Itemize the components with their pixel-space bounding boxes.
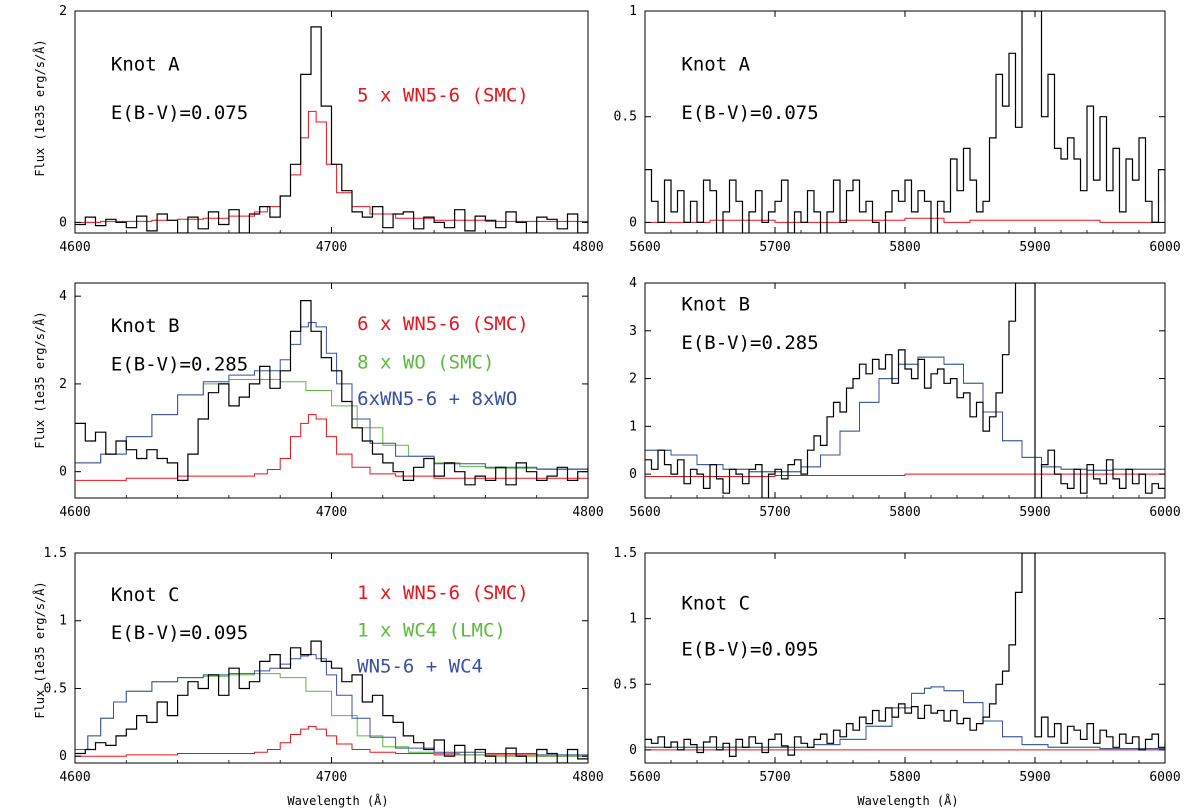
y-tick-label: 1.5: [614, 546, 637, 561]
x-tick-label: 4800: [572, 770, 603, 785]
y-tick-label: 0: [629, 215, 637, 230]
panel-b-blue: 4600 4700 4800 0 2 4 Knot B E(B-V)=0.285 6 x WN5…: [59, 282, 604, 520]
panels: 4600 4700 4800 0 2 Knot A E(B-V)=0.075 5 x WN5-…: [44, 4, 1181, 785]
x-tick-label: 5800: [889, 240, 920, 255]
x-tick-label: 5600: [629, 240, 660, 255]
series-group: [645, 553, 1165, 757]
series-red-line: [645, 217, 1165, 223]
x-tick-label: 5900: [1019, 240, 1050, 255]
series-black-line: [75, 26, 588, 233]
annotation-black: Knot A: [681, 53, 750, 75]
y-tick-label: 1: [629, 419, 637, 434]
series-blue-line: [645, 686, 1165, 750]
x-tick-label: 4800: [572, 240, 603, 255]
annotation-red: 1 x WN5-6 (SMC): [357, 582, 529, 604]
x-tick-label: 5800: [889, 505, 920, 520]
annotation-black: Knot C: [681, 592, 750, 614]
x-tick-label: 4600: [59, 240, 90, 255]
y-tick-label: 0.5: [614, 677, 637, 692]
y-tick-label: 4: [629, 276, 637, 291]
annotation-black: Knot B: [681, 294, 750, 316]
ylabel-row-1: Flux (1e35 erg/s/Å): [32, 39, 47, 176]
x-tick-label: 5700: [759, 770, 790, 785]
x-tick-label: 4600: [59, 770, 90, 785]
y-tick-label: 2: [629, 372, 637, 387]
series-group: [75, 26, 588, 233]
annotation-black: E(B-V)=0.285: [681, 332, 818, 354]
panel-c-blue: 4600 4700 4800 0 0.5 1 1.5 Knot C E(B-V)=0.095 1 …: [44, 546, 604, 785]
annotation-blue: 6xWN5-6 + 8xWO: [357, 388, 517, 410]
x-tick-label: 4800: [572, 505, 603, 520]
x-tick-label: 5600: [629, 505, 660, 520]
panel-a-red: 5600 5700 5800 5900 6000 0 0.5 1 Knot A E(B-V)=0.…: [614, 4, 1181, 255]
xlabel-right: Wavelength (Å): [857, 793, 958, 808]
series-black-line: [75, 640, 588, 763]
ylabel-row-3: Flux (1e35 erg/s/Å): [32, 581, 47, 718]
y-tick-label: 0: [59, 749, 67, 764]
annotation-black: Knot C: [111, 584, 180, 606]
annotation-black: E(B-V)=0.095: [111, 622, 248, 644]
x-tick-label: 4700: [316, 505, 347, 520]
series-group: [75, 300, 588, 486]
y-tick-label: 1: [629, 4, 637, 19]
y-tick-label: 2: [59, 377, 67, 392]
annotation-black: E(B-V)=0.075: [111, 102, 248, 124]
y-tick-label: 4: [59, 289, 67, 304]
x-tick-label: 4600: [59, 505, 90, 520]
annotation-black: E(B-V)=0.095: [681, 639, 818, 661]
annotation-black: E(B-V)=0.285: [111, 354, 248, 376]
x-tick-label: 6000: [1149, 770, 1180, 785]
ylabel-row-2: Flux (1e35 erg/s/Å): [32, 311, 47, 448]
y-tick-label: 1.5: [44, 546, 67, 561]
x-tick-label: 5900: [1019, 770, 1050, 785]
y-tick-label: 3: [629, 324, 637, 339]
x-tick-label: 5600: [629, 770, 660, 785]
series-group: [645, 283, 1165, 498]
x-tick-label: 6000: [1149, 505, 1180, 520]
series-red-line: [75, 725, 588, 757]
xlabel-left: Wavelength (Å): [287, 793, 388, 808]
y-tick-label: 2: [59, 4, 67, 19]
annotation-red: 6 x WN5-6 (SMC): [357, 313, 529, 335]
series-group: [75, 640, 588, 763]
series-black-line: [645, 11, 1165, 233]
x-tick-label: 5900: [1019, 505, 1050, 520]
series-green-line: [645, 356, 1165, 473]
annotation-green: 1 x WC4 (LMC): [357, 620, 506, 642]
x-tick-label: 4700: [316, 770, 347, 785]
series-black-line: [645, 283, 1165, 498]
panel-a-blue: 4600 4700 4800 0 2 Knot A E(B-V)=0.075 5 x WN5-…: [59, 4, 603, 255]
x-tick-label: 5700: [759, 240, 790, 255]
y-tick-label: 1: [629, 612, 637, 627]
y-tick-label: 0: [629, 743, 637, 758]
panel-b-red: 5600 5700 5800 5900 6000 0 1 2 3 4 Knot B E(B-V)=0.…: [629, 276, 1180, 520]
y-tick-label: 0: [59, 465, 67, 480]
annotation-blue: WN5-6 + WC4: [357, 655, 483, 677]
annotation-green: 8 x WO (SMC): [357, 352, 494, 374]
y-tick-label: 1: [59, 614, 67, 629]
panel-c-red: 5600 5700 5800 5900 6000 0 0.5 1 1.5 Knot C E(B-V)…: [614, 546, 1181, 785]
annotation-black: Knot A: [111, 53, 180, 75]
annotation-black: E(B-V)=0.075: [681, 102, 818, 124]
series-red-line: [75, 414, 588, 481]
series-black-line: [645, 553, 1165, 757]
x-tick-label: 5700: [759, 505, 790, 520]
series-blue-line: [75, 322, 588, 470]
x-tick-label: 4700: [316, 240, 347, 255]
series-group: [645, 11, 1165, 233]
series-black-line: [75, 300, 588, 486]
y-tick-label: 0.5: [614, 110, 637, 125]
x-tick-label: 6000: [1149, 240, 1180, 255]
annotation-red: 5 x WN5-6 (SMC): [357, 84, 529, 106]
y-tick-label: 0: [629, 467, 637, 482]
series-blue-line: [645, 356, 1165, 473]
x-tick-label: 5800: [889, 770, 920, 785]
annotation-black: Knot B: [111, 315, 180, 337]
y-tick-label: 0: [59, 215, 67, 230]
y-tick-label: 0.5: [44, 681, 67, 696]
